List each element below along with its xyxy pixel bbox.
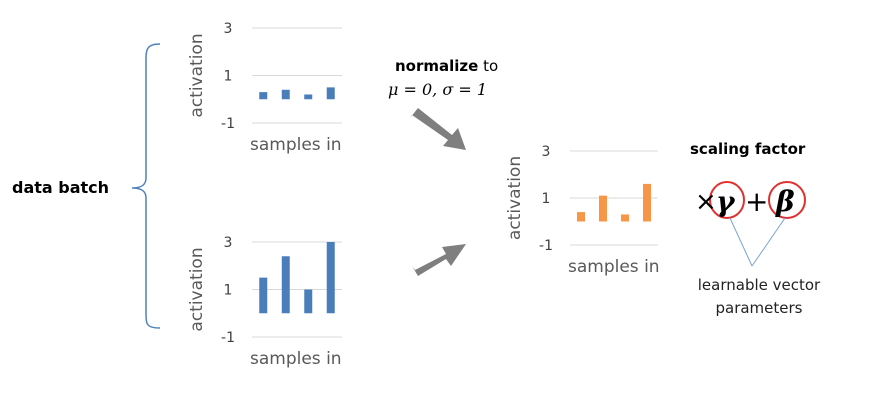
y-tick-label: -1 [221,330,235,346]
bar [599,195,607,222]
bar [621,214,629,222]
normalize-bold-text: normalize [395,57,479,75]
arrow-up-right-icon [412,244,466,276]
y-axis-label: activation [187,247,207,331]
callout-line-gamma [729,217,753,267]
y-tick-label: 1 [224,283,233,299]
normalize-title: normalize to [395,57,535,75]
y-tick-label: 1 [542,191,551,207]
arrow-down-right-icon [410,108,466,150]
beta-circle-icon [768,181,806,219]
times-symbol: × [695,187,717,217]
normalize-formula: μ = 0, σ = 1 [388,80,488,99]
y-tick-label: 3 [542,144,551,160]
bar [281,256,290,314]
bar [577,212,585,222]
plus-symbol: + [745,185,768,218]
bar [326,242,335,314]
gamma-symbol: γ [716,185,736,218]
learnable-parameters-label: learnable vector parameters [664,274,854,320]
callout-line-beta [751,217,786,267]
data-batch-label: data batch [12,178,110,197]
y-tick-label: 3 [224,235,233,251]
y-tick-label: 3 [224,21,233,37]
y-tick-label: 1 [224,69,233,85]
bar [259,277,268,314]
bar [281,89,290,100]
learnable-line-2: parameters [715,299,803,317]
scaling-factor-label: scaling factor [690,140,806,158]
x-axis-label: samples in [250,349,342,369]
beta-symbol: β [775,185,795,218]
bar [304,289,313,314]
normalize-rest-text: to [478,57,499,75]
bar [304,94,313,100]
bar [259,92,268,100]
bar [326,87,335,100]
x-axis-label: samples in [250,135,342,155]
batch-brace [131,43,161,329]
y-tick-label: -1 [221,116,235,132]
y-tick-label: -1 [539,238,553,254]
y-axis-label: activation [505,156,525,240]
gamma-circle-icon [709,181,745,219]
bar [643,183,651,222]
x-axis-label: samples in [568,257,660,277]
y-axis-label: activation [187,33,207,117]
learnable-line-1: learnable vector [697,276,821,294]
